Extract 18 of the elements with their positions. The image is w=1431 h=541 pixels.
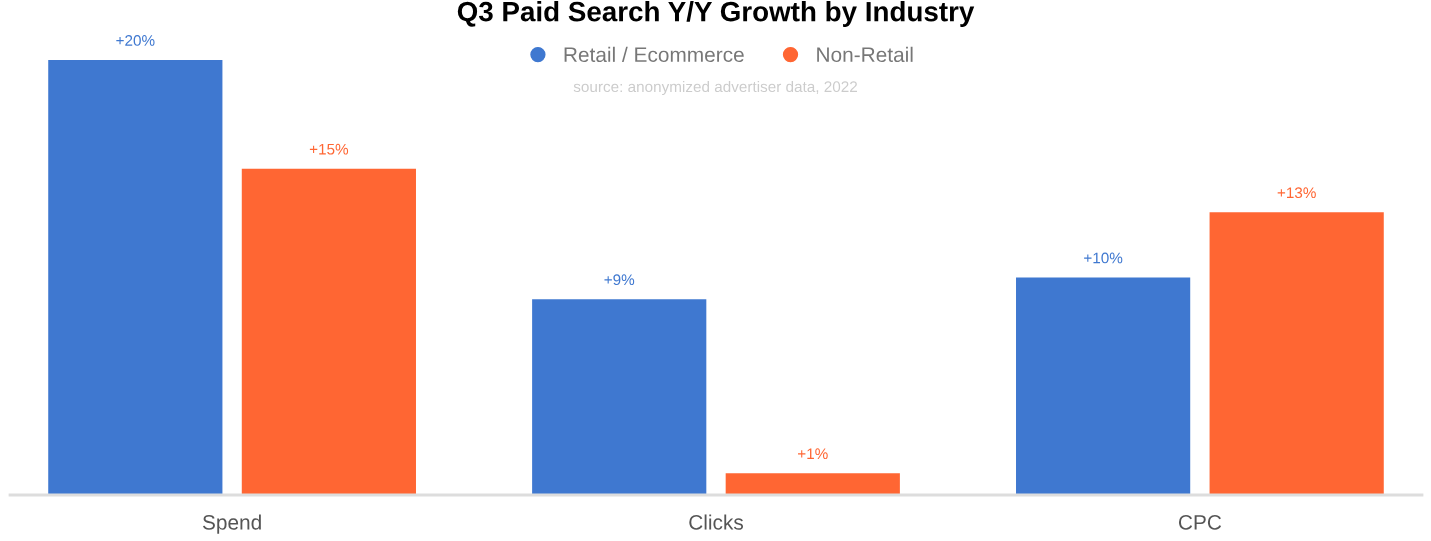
bar xyxy=(1016,277,1191,495)
x-tick-label: Clicks xyxy=(689,514,744,530)
legend-label: Non-Retail xyxy=(817,46,913,63)
chart-title: Q3 Paid Search Y/Y Growth by Industry xyxy=(457,1,975,27)
data-label: +20% xyxy=(116,35,155,46)
data-label: +13% xyxy=(1277,187,1316,199)
x-tick-label: CPC xyxy=(1178,514,1222,530)
legend-label: Retail / Ecommerce xyxy=(564,46,744,63)
bar xyxy=(48,60,223,495)
bar xyxy=(532,299,707,495)
bar xyxy=(241,168,416,495)
data-label: +10% xyxy=(1084,252,1123,264)
bar xyxy=(1209,212,1384,495)
bar xyxy=(725,473,900,495)
data-label: +9% xyxy=(604,274,635,286)
x-tick-label: Spend xyxy=(202,514,261,534)
data-label: +1% xyxy=(798,448,828,460)
data-label: +15% xyxy=(309,143,349,155)
